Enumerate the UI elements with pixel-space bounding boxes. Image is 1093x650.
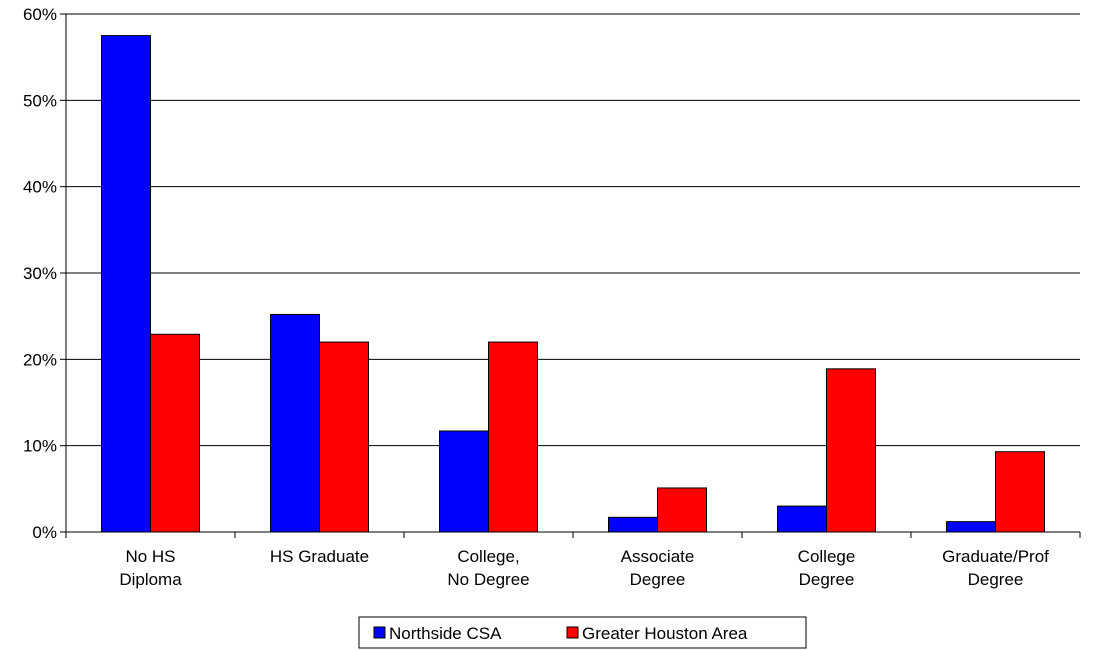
legend-swatch bbox=[566, 626, 579, 639]
axes bbox=[60, 13, 1081, 538]
bar-houston bbox=[488, 341, 538, 533]
y-tick-label: 20% bbox=[23, 350, 57, 369]
legend-label: Northside CSA bbox=[389, 624, 502, 643]
y-tick-label: 0% bbox=[32, 523, 57, 542]
bar-houston bbox=[995, 451, 1045, 533]
y-tick-label: 60% bbox=[23, 5, 57, 24]
bar-northside bbox=[101, 35, 151, 533]
legend: Northside CSA Greater Houston Area bbox=[358, 616, 807, 649]
bar-northside bbox=[608, 516, 658, 533]
y-tick-label: 50% bbox=[23, 91, 57, 110]
x-category-labels: No HS Diploma HS Graduate College, No Degree… bbox=[119, 547, 1049, 589]
bar-houston bbox=[150, 333, 200, 533]
x-category-label: Associate Degree bbox=[621, 547, 695, 589]
legend-label: Greater Houston Area bbox=[582, 624, 748, 643]
bar-northside bbox=[270, 313, 320, 533]
y-tick-labels: 0% 10% 20% 30% 40% 50% 60% bbox=[23, 5, 57, 542]
bar-houston bbox=[826, 368, 876, 533]
y-tick-label: 30% bbox=[23, 264, 57, 283]
y-tick-label: 10% bbox=[23, 437, 57, 456]
bar-northside bbox=[946, 521, 996, 533]
x-category-label: College, No Degree bbox=[447, 547, 529, 589]
bars bbox=[101, 35, 1045, 533]
y-tick-label: 40% bbox=[23, 178, 57, 197]
bar-houston bbox=[319, 341, 369, 533]
x-category-label: College Degree bbox=[798, 547, 856, 589]
legend-box bbox=[358, 616, 807, 649]
bar-northside bbox=[439, 430, 489, 533]
x-category-label: No HS Diploma bbox=[119, 547, 182, 589]
x-category-label: Graduate/Prof Degree bbox=[942, 547, 1049, 589]
bar-northside bbox=[777, 505, 827, 533]
gridlines bbox=[66, 13, 1080, 447]
legend-swatch bbox=[373, 626, 386, 639]
x-category-label: HS Graduate bbox=[270, 547, 369, 566]
bar-houston bbox=[657, 487, 707, 533]
